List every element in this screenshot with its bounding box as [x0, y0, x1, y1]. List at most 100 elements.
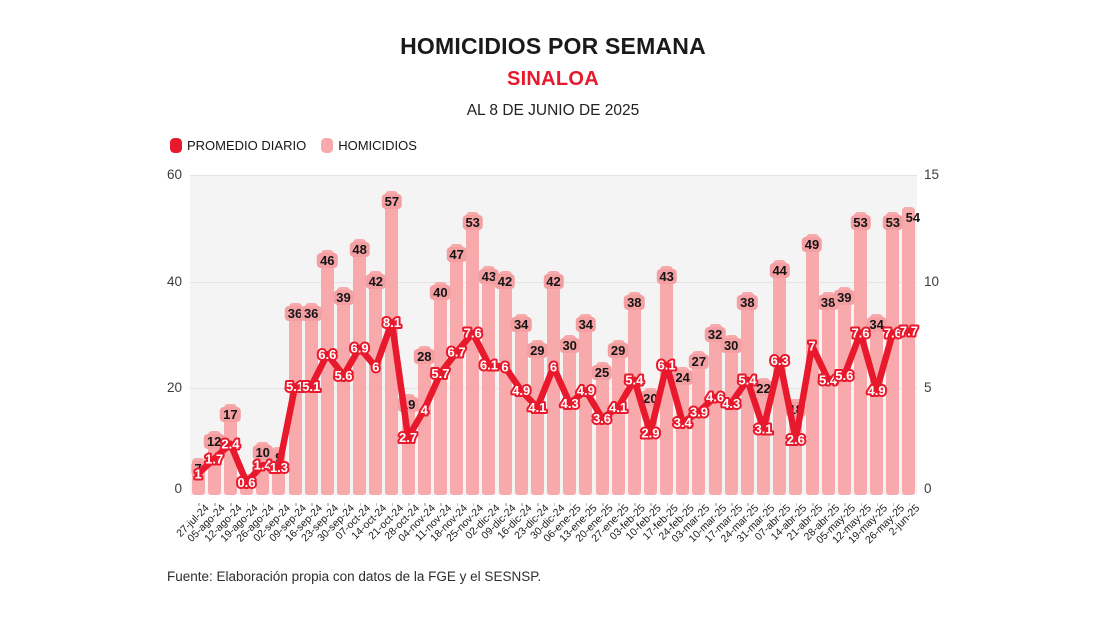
bar [854, 212, 867, 495]
promedio-diario-point-label: 7.6 [851, 326, 869, 341]
y-axis-left-tick-label: 40 [166, 273, 182, 289]
promedio-diario-point-label: 4 [421, 402, 429, 417]
promedio-diario-point-label: 5.6 [835, 368, 853, 383]
bar [611, 340, 625, 495]
x-axis-tick [472, 503, 475, 506]
bar [740, 292, 754, 495]
x-axis-tick [230, 503, 232, 506]
bar-value-label: 53 [850, 215, 871, 231]
promedio-diario-point-label: 3.6 [593, 411, 611, 426]
bar-value-label: 40 [430, 284, 451, 300]
bar-value-label: 38 [817, 295, 839, 311]
x-axis-tick [488, 503, 491, 506]
bar-value-label: 27 [688, 354, 710, 369]
bar [627, 292, 641, 495]
bar [870, 313, 884, 495]
x-axis-tick [343, 503, 345, 506]
bar-value-label: 39 [834, 290, 855, 305]
x-axis-tick [456, 503, 459, 506]
bar [660, 265, 674, 495]
y-axis-left-tick-label: 60 [166, 167, 182, 182]
bar [724, 335, 738, 495]
x-axis-tick [278, 503, 281, 506]
x-axis-tick [860, 503, 862, 506]
bar [837, 287, 851, 495]
bar [773, 260, 787, 495]
promedio-diario-point-label: 7 [808, 338, 815, 353]
promedio-diario-point-label: 4.9 [577, 383, 595, 398]
bar-value-label: 53 [882, 215, 904, 231]
bar-value-label: 28 [414, 348, 435, 364]
x-axis-tick [537, 503, 539, 506]
bar-value-label: 34 [866, 316, 887, 332]
x-axis-tick [521, 503, 523, 506]
promedio-diario-point-label: 1 [194, 466, 201, 481]
bar-value-label: 38 [737, 295, 758, 311]
x-axis-tick [569, 503, 572, 506]
y-axis-right-tick-label: 10 [924, 273, 940, 289]
promedio-diario-point-label: 5.4 [625, 372, 644, 387]
promedio-diario-point-label: 8.1 [383, 315, 401, 330]
bar [466, 212, 480, 495]
bar [353, 239, 367, 495]
gridline [190, 175, 917, 176]
x-axis-tick [698, 503, 701, 506]
x-axis-tick [408, 503, 410, 506]
bar [563, 335, 577, 495]
bar-value-label: 29 [607, 343, 629, 359]
promedio-diario-point-label: 5.1 [286, 379, 304, 394]
bar-value-label: 53 [462, 215, 483, 231]
bar-value-label: 46 [317, 252, 338, 268]
x-axis-tick [618, 503, 620, 506]
promedio-diario-point-label: 6.6 [318, 347, 336, 362]
x-axis-tick [585, 503, 588, 506]
plot-area: 7 12 17 10 9 36 36 46 39 48 42 57 19 28 40 47 53 43 42 34 29… [190, 175, 921, 495]
x-axis-tick [650, 503, 652, 506]
bar-value-label: 54 [905, 210, 921, 225]
x-axis-tick [715, 503, 717, 506]
bar [450, 244, 464, 495]
promedio-diario-point-label: 2.7 [399, 430, 417, 445]
bar [530, 340, 544, 495]
bar [514, 313, 528, 495]
promedio-diario-point-label: 6 [372, 360, 379, 375]
x-axis-tick [246, 503, 248, 506]
chart-dateline: AL 8 DE JUNIO DE 2025 [466, 102, 640, 119]
bar [708, 324, 722, 495]
bar [902, 207, 916, 495]
bar-value-label: 38 [624, 295, 645, 311]
x-axis-tick [262, 503, 265, 506]
x-axis-tick [844, 503, 846, 506]
x-axis-tick [908, 503, 911, 506]
y-axis-right-tick-label: 5 [924, 380, 932, 396]
bar-value-label: 49 [801, 236, 823, 252]
y-axis-left-tick-label: 0 [174, 481, 182, 496]
bar-value-label: 48 [349, 242, 370, 257]
x-axis-tick [682, 503, 685, 506]
x-axis-tick [214, 503, 216, 506]
x-axis-tick [311, 503, 313, 506]
bar-value-label: 17 [220, 407, 241, 423]
promedio-diario-point-label: 1.7 [205, 451, 223, 466]
promedio-diario-point-label: 6.1 [658, 358, 676, 373]
bar [482, 265, 496, 495]
bar [595, 361, 609, 495]
promedio-diario-point-label: 6.7 [448, 345, 466, 360]
bar-value-label: 12 [203, 434, 225, 449]
promedio-diario-point-label: 5.4 [819, 372, 838, 387]
promedio-diario-point-label: 6.9 [351, 340, 369, 355]
line-overlay: 11.72.40.61.41.35.15.16.65.66.968.12.745… [192, 313, 919, 492]
bar-value-label: 30 [720, 338, 742, 353]
bar [579, 313, 593, 495]
bar-value-label: 42 [365, 274, 387, 289]
bar-value-label: 32 [704, 327, 726, 343]
x-axis-tick [602, 503, 604, 506]
bar-value-label: 44 [769, 263, 790, 279]
x-axis-tick [828, 503, 830, 506]
bar-value-label: 43 [656, 268, 677, 284]
bar-value-label: 43 [478, 268, 500, 284]
promedio-diario-point-label: 6 [501, 360, 508, 375]
bar-value-label: 57 [381, 194, 403, 209]
bar [369, 271, 383, 495]
bar [821, 292, 835, 495]
